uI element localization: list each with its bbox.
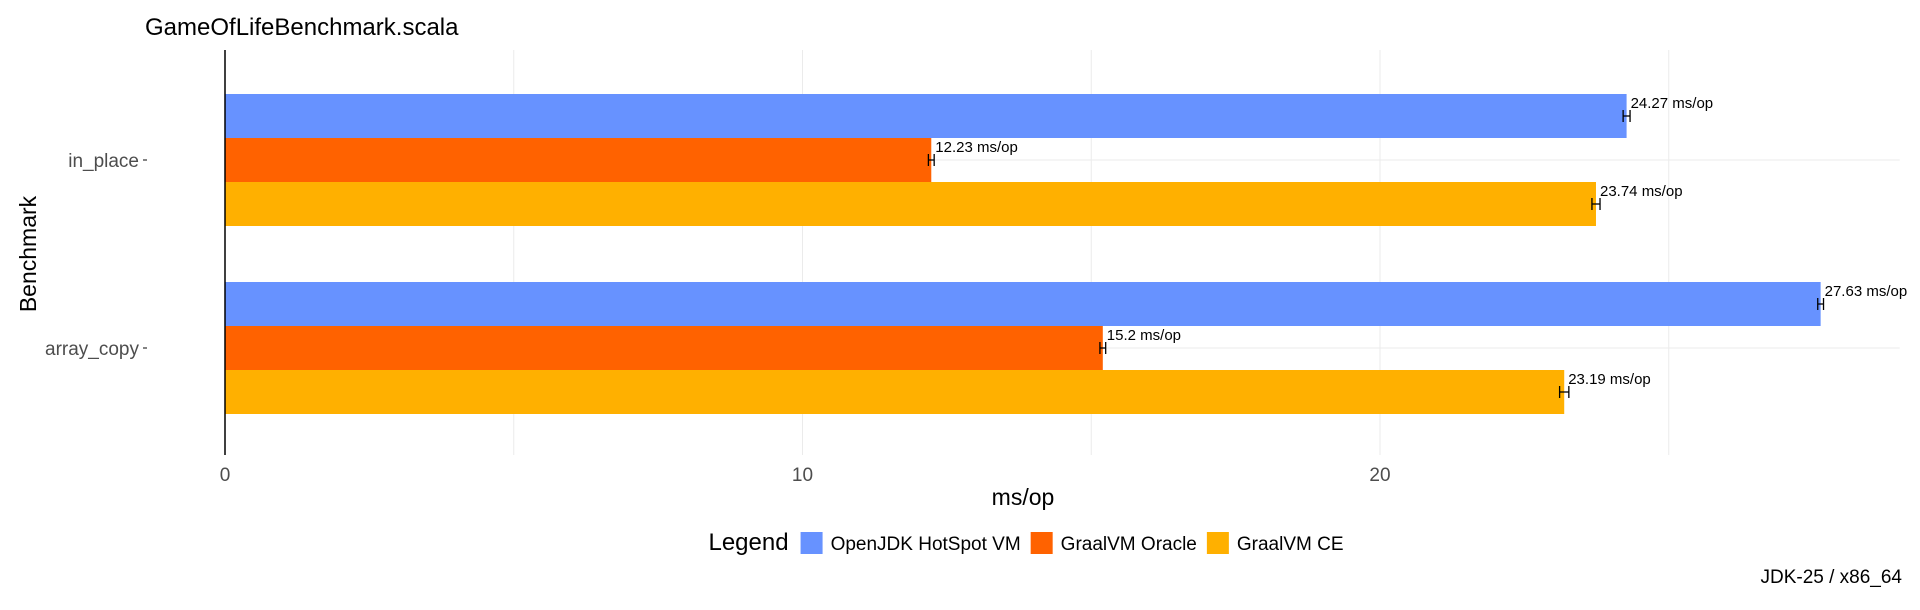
bar-array_copy-2 xyxy=(225,370,1565,414)
caption: JDK-25 / x86_64 xyxy=(1760,567,1902,588)
legend-item: OpenJDK HotSpot VM xyxy=(800,532,1021,555)
error-bar-in_place-0 xyxy=(1622,110,1631,122)
x-axis: 0 10 20 xyxy=(220,465,1391,486)
error-bar-array_copy-1 xyxy=(1099,342,1107,354)
y-axis-title: Benchmark xyxy=(15,195,41,312)
data-label: 23.19 ms/op xyxy=(1568,371,1651,388)
y-tick-label: in_place xyxy=(68,151,139,172)
y-tick-label: array_copy xyxy=(45,339,139,360)
legend-label: OpenJDK HotSpot VM xyxy=(831,534,1021,555)
data-label: 23.74 ms/op xyxy=(1600,183,1683,200)
x-tick-label: 20 xyxy=(1369,465,1390,486)
error-bar-in_place-2 xyxy=(1591,198,1601,210)
chart-title: GameOfLifeBenchmark.scala xyxy=(145,14,459,41)
bar-in_place-2 xyxy=(225,182,1596,226)
data-label: 27.63 ms/op xyxy=(1825,283,1908,300)
bar-array_copy-1 xyxy=(225,326,1103,370)
legend: Legend OpenJDK HotSpot VM GraalVM Oracle G… xyxy=(708,529,1343,556)
bar-in_place-0 xyxy=(225,94,1627,138)
bar-in_place-1 xyxy=(225,138,932,182)
legend-key xyxy=(1030,532,1053,554)
x-tick-label: 0 xyxy=(220,465,231,486)
legend-key xyxy=(1206,532,1229,554)
bar-array_copy-0 xyxy=(225,282,1821,326)
legend-item: GraalVM CE xyxy=(1206,532,1344,555)
data-label: 24.27 ms/op xyxy=(1631,95,1714,112)
data-labels: 24.27 ms/op 12.23 ms/op 23.74 ms/op 27.63 m… xyxy=(935,95,1907,388)
legend-label: GraalVM Oracle xyxy=(1061,534,1197,555)
data-label: 15.2 ms/op xyxy=(1107,327,1181,344)
error-bar-array_copy-2 xyxy=(1558,386,1570,398)
x-axis-title: ms/op xyxy=(992,484,1055,510)
x-tick-label: 10 xyxy=(792,465,813,486)
bars xyxy=(225,94,1825,414)
data-label: 12.23 ms/op xyxy=(935,139,1018,156)
legend-key xyxy=(800,532,823,554)
error-bar-in_place-1 xyxy=(927,154,935,166)
legend-item: GraalVM Oracle xyxy=(1030,532,1197,555)
y-axis: in_place array_copy xyxy=(45,151,147,360)
error-bar-array_copy-0 xyxy=(1817,298,1825,310)
legend-label: GraalVM CE xyxy=(1237,534,1344,555)
legend-title: Legend xyxy=(708,529,788,556)
